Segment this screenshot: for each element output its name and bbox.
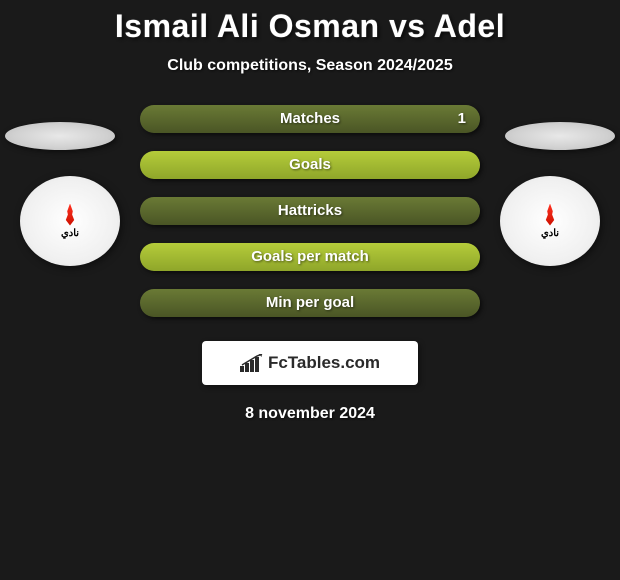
player-ellipse-left: [5, 122, 115, 150]
badge-text-right: نادي: [541, 228, 559, 239]
team-badge-right: نادي: [500, 176, 600, 266]
stat-label: Matches: [280, 110, 340, 127]
page-subtitle: Club competitions, Season 2024/2025: [167, 57, 452, 75]
stat-row-hattricks: Hattricks: [140, 197, 480, 225]
flame-icon: [63, 204, 77, 226]
flame-icon: [543, 204, 557, 226]
stat-row-matches: Matches 1: [140, 105, 480, 133]
player-ellipse-right: [505, 122, 615, 150]
branding-label: FcTables.com: [268, 353, 380, 373]
branding-box: FcTables.com: [202, 341, 418, 385]
team-badge-left: نادي: [20, 176, 120, 266]
stat-row-goals-per-match: Goals per match: [140, 243, 480, 271]
page-title: Ismail Ali Osman vs Adel: [115, 8, 505, 45]
stat-label: Min per goal: [266, 294, 354, 311]
badge-text-left: نادي: [61, 228, 79, 239]
stat-label: Goals: [289, 156, 331, 173]
chart-icon: [240, 354, 264, 372]
stat-row-goals: Goals: [140, 151, 480, 179]
footer-date: 8 november 2024: [245, 405, 375, 423]
stat-bars: Matches 1 Goals Hattricks Goals per matc…: [140, 105, 480, 317]
stat-value-right: 1: [458, 105, 466, 133]
stat-label: Goals per match: [251, 248, 369, 265]
stat-label: Hattricks: [278, 202, 342, 219]
stat-row-min-per-goal: Min per goal: [140, 289, 480, 317]
